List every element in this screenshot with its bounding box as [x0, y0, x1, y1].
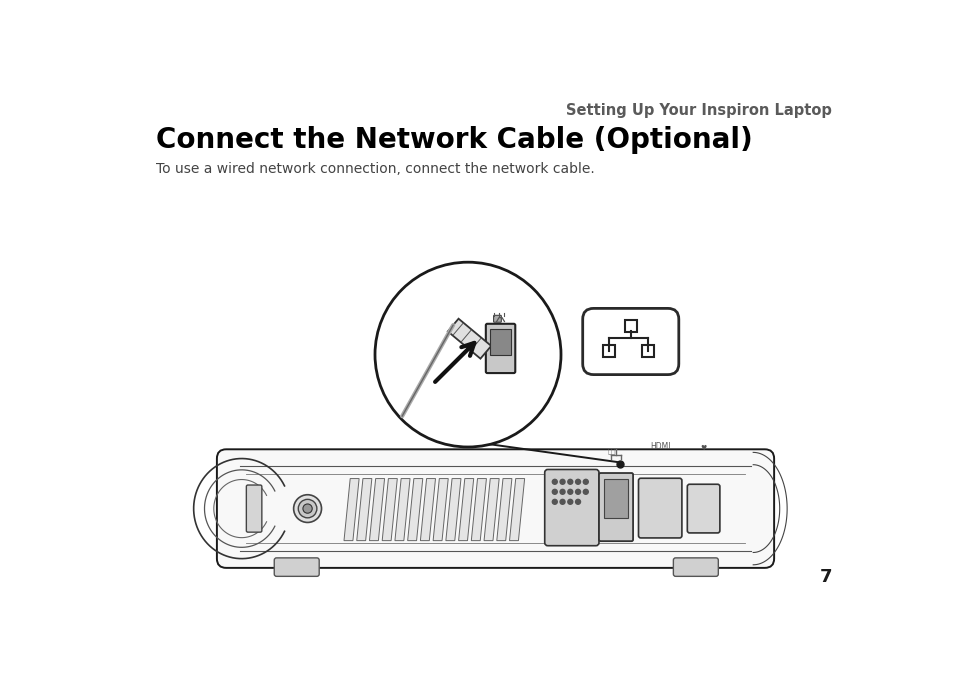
Circle shape: [567, 489, 572, 494]
FancyBboxPatch shape: [485, 324, 515, 373]
FancyBboxPatch shape: [638, 478, 681, 538]
FancyBboxPatch shape: [274, 558, 319, 576]
Circle shape: [375, 262, 560, 447]
Polygon shape: [344, 479, 358, 541]
FancyBboxPatch shape: [582, 309, 679, 374]
Circle shape: [298, 500, 316, 518]
Polygon shape: [447, 319, 491, 359]
Text: Connect the Network Cable (Optional): Connect the Network Cable (Optional): [156, 126, 753, 154]
Circle shape: [567, 479, 572, 484]
FancyBboxPatch shape: [686, 484, 720, 533]
Polygon shape: [433, 479, 448, 541]
Circle shape: [552, 489, 557, 494]
Polygon shape: [369, 479, 384, 541]
FancyBboxPatch shape: [624, 320, 637, 332]
Circle shape: [559, 500, 564, 504]
FancyBboxPatch shape: [641, 345, 653, 357]
Text: To use a wired network connection, connect the network cable.: To use a wired network connection, conne…: [156, 162, 595, 176]
FancyBboxPatch shape: [602, 345, 615, 357]
Polygon shape: [497, 479, 512, 541]
Polygon shape: [356, 479, 372, 541]
Polygon shape: [445, 479, 460, 541]
Circle shape: [552, 479, 557, 484]
Text: HDMI: HDMI: [649, 442, 670, 451]
FancyBboxPatch shape: [603, 479, 628, 518]
Text: ♥: ♥: [700, 445, 706, 451]
Polygon shape: [483, 479, 498, 541]
Polygon shape: [420, 479, 436, 541]
Text: Setting Up Your Inspiron Laptop: Setting Up Your Inspiron Laptop: [566, 103, 831, 118]
Circle shape: [567, 500, 572, 504]
Polygon shape: [458, 479, 474, 541]
Circle shape: [559, 489, 564, 494]
Circle shape: [575, 500, 580, 504]
Text: ⎵⎵: ⎵⎵: [607, 447, 616, 454]
Circle shape: [303, 504, 312, 513]
FancyBboxPatch shape: [544, 469, 598, 546]
Circle shape: [582, 479, 588, 484]
Circle shape: [294, 495, 321, 523]
FancyBboxPatch shape: [673, 558, 718, 576]
Circle shape: [559, 479, 564, 484]
Circle shape: [552, 500, 557, 504]
Polygon shape: [509, 479, 524, 541]
Circle shape: [575, 489, 580, 494]
FancyBboxPatch shape: [598, 473, 633, 541]
Text: 7: 7: [819, 567, 831, 586]
Circle shape: [575, 479, 580, 484]
Polygon shape: [382, 479, 396, 541]
FancyBboxPatch shape: [246, 485, 261, 532]
Circle shape: [582, 489, 588, 494]
FancyBboxPatch shape: [490, 329, 510, 355]
Polygon shape: [395, 479, 410, 541]
FancyBboxPatch shape: [216, 450, 773, 568]
Polygon shape: [471, 479, 486, 541]
Polygon shape: [407, 479, 422, 541]
FancyBboxPatch shape: [493, 315, 500, 322]
